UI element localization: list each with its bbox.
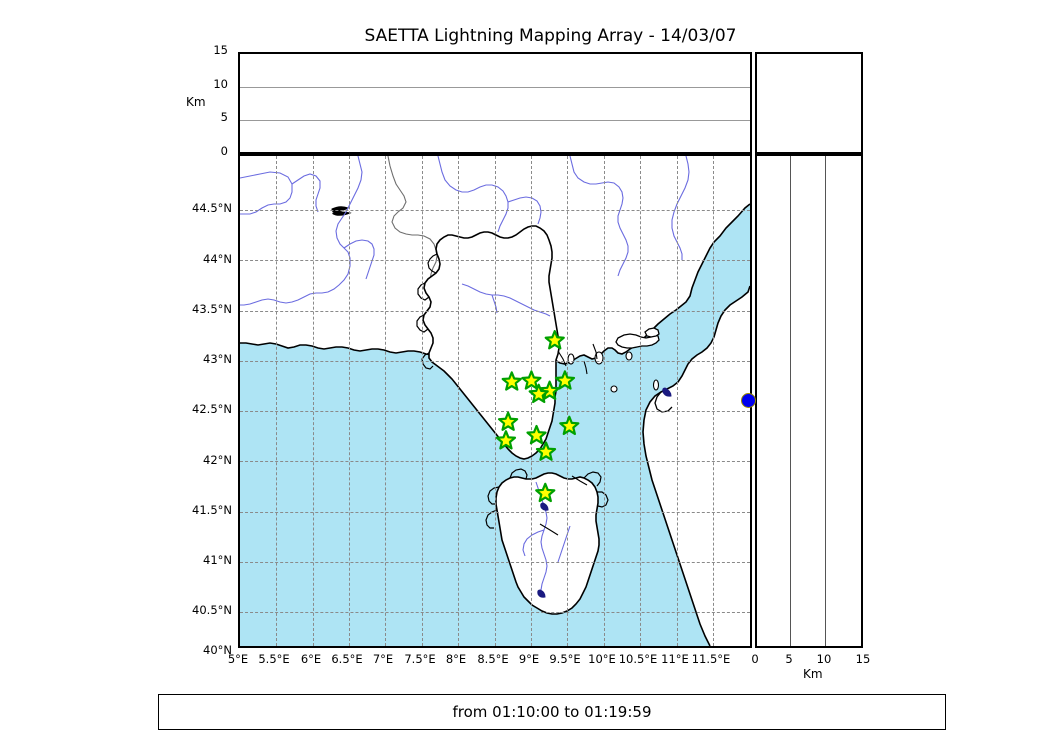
right-panel-xtick-5: 5 [785,652,793,666]
status-bar: from 01:10:00 to 01:19:59 [158,694,946,730]
graticule-lat-42.5 [240,411,750,412]
graticule-lat-41 [240,562,750,563]
station-star-marker [539,380,560,400]
graticule-lon-11 [677,156,678,646]
status-text: from 01:10:00 to 01:19:59 [452,703,652,721]
graticule-lon-6.5 [349,156,350,646]
map-ytick-42: 42°N [203,453,232,467]
station-star-marker [497,411,519,431]
right-panel-xtick-10: 10 [816,652,832,666]
map-ytick-41: 41°N [203,553,232,567]
graticule-lon-8 [458,156,459,646]
map-xtick-11.5: 11.5°E [691,652,731,666]
map-xtick-10.5: 10.5°E [618,652,658,666]
map-ytick-44.5: 44.5°N [192,201,232,215]
map-xtick-5: 5°E [227,652,249,666]
graticule-lon-11.5 [713,156,714,646]
map-ytick-41.5: 41.5°N [192,503,232,517]
right-altitude-panel [755,154,863,648]
map-xtick-9.5: 9.5°E [549,652,581,666]
blue-marker-dot [741,393,756,408]
map-xtick-7: 7°E [372,652,394,666]
station-star-marker [559,415,580,436]
top-panel-ytick-5: 5 [220,110,228,124]
graticule-lat-44.5 [240,210,750,211]
map-ytick-44: 44°N [203,252,232,266]
map-panel[interactable] [238,154,752,648]
station-star-marker [554,370,576,390]
graticule-lon-6 [313,156,314,646]
right-panel-xlabel: Km [803,667,823,681]
station-star-marker [535,482,556,503]
top-panel-ylabel: Km [186,95,206,109]
map-xtick-7.5: 7.5°E [404,652,436,666]
map-ytick-40: 40°N [203,643,232,657]
map-ytick-43.5: 43.5°N [192,302,232,316]
graticule-lat-41.5 [240,512,750,513]
map-ytick-42.5: 42.5°N [192,402,232,416]
top-panel-ytick-0: 0 [220,144,228,158]
graticule-lat-44 [240,260,750,261]
map-ytick-40.5: 40.5°N [192,603,232,617]
map-xtick-6.5: 6.5°E [331,652,363,666]
graticule-lon-10 [604,156,605,646]
station-markers-layer [495,330,580,503]
graticule-lon-9 [531,156,532,646]
station-star-marker [528,383,549,404]
right-panel-xtick-15: 15 [855,652,871,666]
graticule-lat-43 [240,361,750,362]
graticule-lon-7.5 [422,156,423,646]
station-star-marker [495,430,517,450]
station-star-marker [526,424,547,445]
map-xtick-11: 11°E [661,652,689,666]
map-xtick-9: 9°E [518,652,540,666]
top-panel-ytick-10: 10 [213,77,228,91]
map-ytick-43: 43°N [203,352,232,366]
map-xtick-6: 6°E [300,652,322,666]
graticule-lon-7 [385,156,386,646]
graticule-lon-9.5 [567,156,568,646]
top-panel-ytick-15: 15 [213,43,228,57]
map-xtick-5.5: 5.5°E [258,652,290,666]
page-title: SAETTA Lightning Mapping Array - 14/03/0… [364,26,737,46]
corner-panel [755,52,863,154]
map-xtick-8.5: 8.5°E [477,652,509,666]
station-star-marker [501,371,522,391]
graticule-lon-8.5 [495,156,496,646]
graticule-lat-43.5 [240,311,750,312]
graticule-lat-40.5 [240,612,750,613]
station-star-marker [535,441,557,461]
right-panel-xtick-0: 0 [751,652,759,666]
map-xtick-10: 10°E [588,652,616,666]
map-xtick-8: 8°E [445,652,467,666]
graticule-lon-10.5 [640,156,641,646]
station-star-marker [521,370,542,390]
station-star-marker [544,330,565,350]
graticule-lat-42 [240,461,750,462]
top-altitude-panel [238,52,752,154]
graticule-lon-5.5 [276,156,277,646]
